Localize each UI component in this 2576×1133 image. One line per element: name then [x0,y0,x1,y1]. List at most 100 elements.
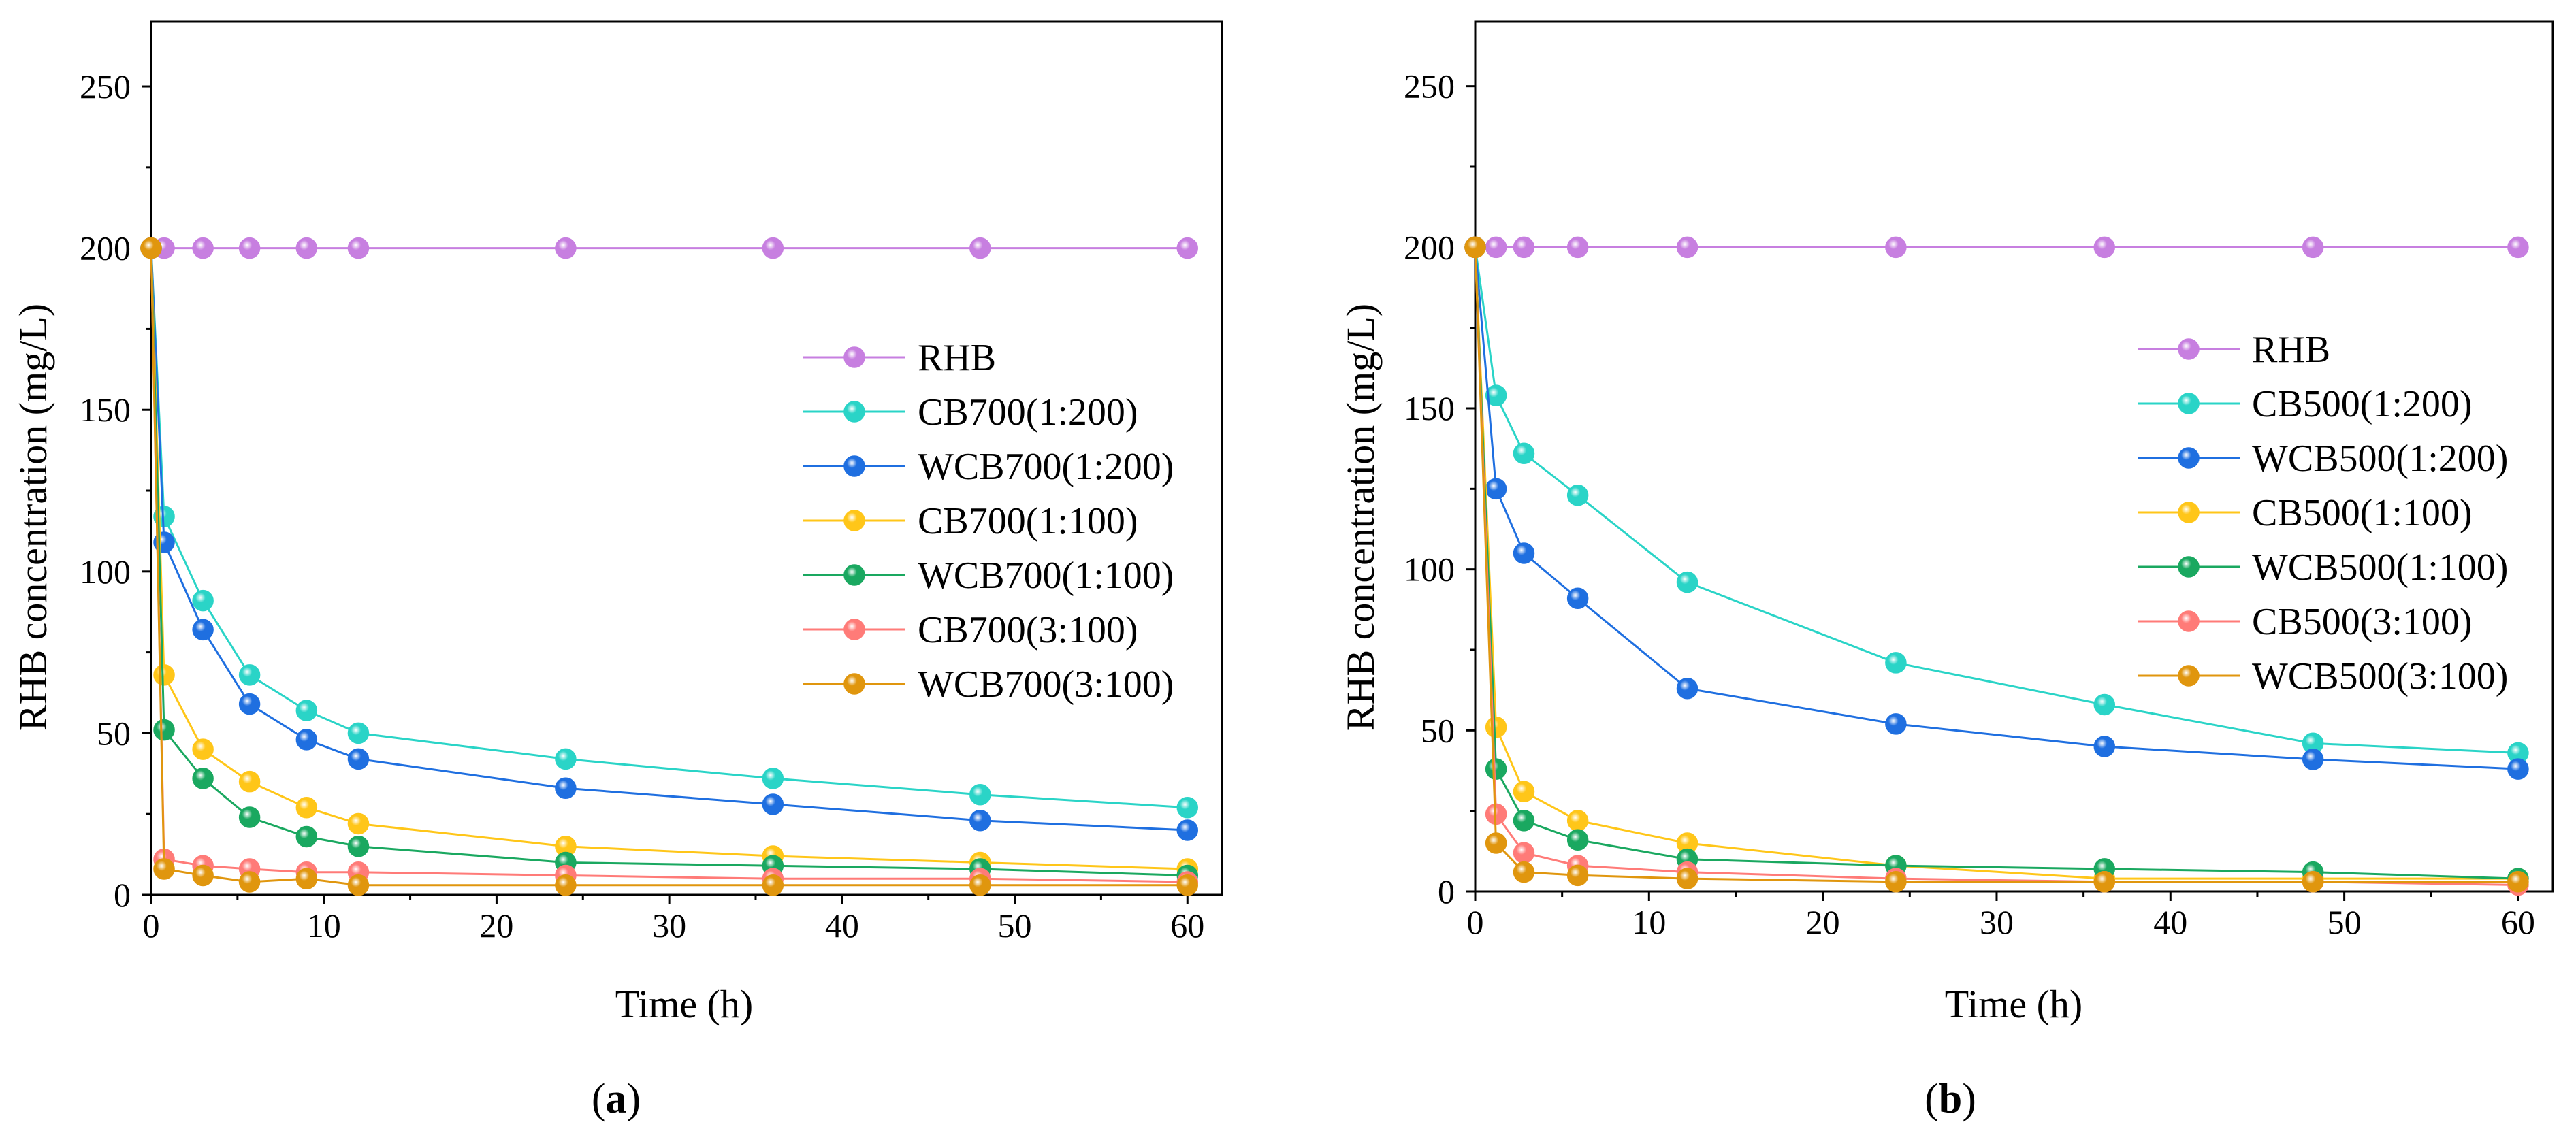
panel-a-x-tick-label: 60 [1170,906,1204,945]
panel-a-legend-item: WCB700(1:100) [803,555,1174,597]
panel-b: RHB concentration (mg/L) Time (h) (b) 0 1… [1338,20,2554,1122]
panel-b-y-tick-label: 200 [1404,228,1455,266]
panel-a-data-point [153,719,175,741]
panel-b-data-point [2302,749,2324,770]
panel-a-y-tick-label: 100 [80,553,131,591]
panel-a-legend-label: WCB700(3:100) [918,663,1174,706]
panel-b-x-tick-label: 20 [1806,903,1840,941]
panel-a-data-point [192,619,214,641]
panel-a-x-tick-label: 20 [479,906,513,945]
panel-b-data-point [2302,871,2324,893]
panel-b-plot-frame [1474,20,2554,893]
panel-a-data-point [347,722,370,744]
panel-a-data-point [1176,796,1199,819]
panel-b-legend-label: CB500(1:200) [2252,383,2473,425]
panel-b-legend-marker [2178,338,2200,360]
panel-a-data-point [1176,874,1199,896]
panel-a-data-point [347,874,370,896]
panel-b-y-axis-label: RHB concentration (mg/L) [1338,303,1383,731]
panel-b-legend-marker [2178,502,2200,523]
panel-a-data-point [969,783,991,806]
panel-a-data-point [762,874,784,896]
panel-a-data-point [192,738,214,760]
panel-a-x-tick-label: 0 [143,906,160,945]
panel-b-data-point [1885,871,1907,893]
panel-b-legend-marker [2178,393,2200,414]
panel-b-data-point [1485,384,1507,406]
panel-a-series-line [150,248,1188,887]
panel-b-data-point [1513,542,1535,564]
panel-b-data-point [1885,713,1907,735]
panel-a-legend-item: WCB700(3:100) [803,663,1174,706]
panel-b-y-tick-label: 0 [1438,872,1455,910]
panel-a-legend-marker [843,455,865,477]
panel-a-y-tick-label: 200 [80,229,131,267]
panel-a: RHB concentration (mg/L) Time (h) (a) 0 1… [11,20,1223,1122]
panel-b-series-wcb500-1-200 [1464,236,2529,780]
panel-b-data-point [1513,781,1535,803]
panel-a-legend-marker [843,510,865,531]
panel-b-data-point [1676,678,1698,700]
panel-b-legend-label: RHB [2252,329,2330,371]
panel-a-data-point [192,589,214,612]
panel-b-data-point [1676,868,1698,889]
panel-a-legend-item: CB700(3:100) [803,609,1138,651]
panel-b-data-point [1513,442,1535,465]
panel-a-data-point [153,858,175,880]
panel-b-data-point [2302,236,2324,259]
panel-b-data-point [1676,571,1698,593]
panel-b-legend-item: WCB500(1:100) [2138,546,2508,589]
panel-a-letter: a [606,1076,627,1122]
panel-b-data-point [1485,478,1507,500]
panel-a-data-point [238,693,261,715]
panel-a-data-point [295,825,318,848]
panel-a-legend-item: RHB [803,337,996,379]
panel-a-x-tick-label: 30 [652,906,686,945]
panel-b-legend-label: CB500(3:100) [2252,601,2473,643]
panel-a-data-point [347,835,370,857]
panel-b-legend-marker [2178,556,2200,578]
panel-a-x-tick-label: 40 [825,906,859,945]
panel-b-legend-label: WCB500(1:200) [2252,438,2508,480]
panel-a-data-point [555,874,577,896]
panel-a-data-point [295,700,318,721]
panel-b-legend-item: WCB500(3:100) [2138,655,2508,697]
panel-a-x-tick-label: 50 [998,906,1032,945]
panel-a-data-point [347,748,370,770]
panel-b-data-point [1566,829,1589,851]
panel-b-x-axis-label: Time (h) [1945,982,2083,1026]
panel-b-letter: b [1939,1076,1962,1122]
panel-b-legend-label: WCB500(3:100) [2252,655,2508,697]
panel-b-data-point [1885,236,1907,259]
panel-a-series-line [150,248,1188,832]
panel-b-data-point [1485,832,1507,854]
panel-a-legend-label: RHB [918,337,996,379]
panel-a-legend-label: CB700(1:100) [918,500,1138,542]
panel-b-legend-label: CB500(1:100) [2252,492,2473,534]
panel-a-data-point [295,237,318,259]
panel-b-data-point [1566,587,1589,610]
panel-a-data-point [238,806,261,828]
panel-a-data-point [555,777,577,799]
panel-a-legend-marker [843,401,865,423]
panel-a-label: (a) [592,1076,641,1122]
panel-a-series-line [150,248,1188,809]
panel-b-y-tick-label: 50 [1421,711,1455,749]
panel-a-legend-marker [843,564,865,586]
panel-a-data-point [238,237,261,259]
panel-a-data-point [192,768,214,789]
panel-a-data-point [555,748,577,770]
panel-a-data-point [762,793,784,815]
panel-a-data-point [969,809,991,832]
panel-a-data-point [140,237,162,259]
panel-b-data-point [1485,716,1507,738]
panel-b-legend-marker [2178,447,2200,469]
panel-b-series-wcb500-3-100 [1464,236,2529,893]
panel-b-data-point [1676,236,1698,259]
panel-b-data-point [1513,810,1535,832]
panel-a-legend-item: CB700(1:200) [803,391,1138,433]
panel-a-legend: RHB CB700(1:200) WCB700(1:200) CB700(1:100)… [803,337,1174,706]
panel-b-x-tick-label: 30 [1980,903,2014,941]
panel-a-data-point [192,864,214,887]
